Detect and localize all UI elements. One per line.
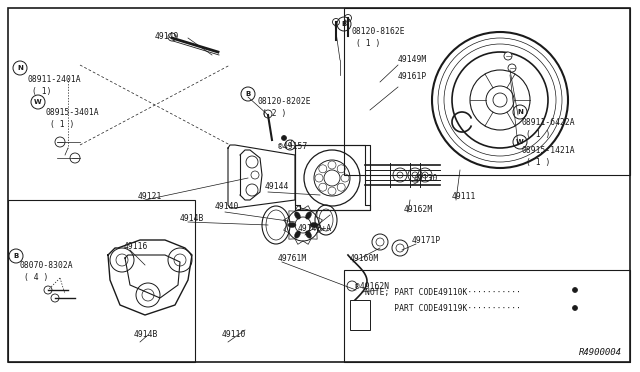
- Text: 4914B: 4914B: [134, 330, 158, 339]
- Circle shape: [344, 15, 351, 22]
- Text: W: W: [34, 99, 42, 105]
- Text: ®49162N: ®49162N: [355, 282, 389, 291]
- Text: 08070-8302A: 08070-8302A: [20, 261, 74, 270]
- Bar: [344, 270, 630, 362]
- Ellipse shape: [288, 222, 296, 228]
- Text: NOTE; PART CODE49110K···········: NOTE; PART CODE49110K···········: [365, 288, 521, 297]
- Circle shape: [44, 286, 52, 294]
- Text: 08915-1421A: 08915-1421A: [522, 146, 575, 155]
- Text: 49161P: 49161P: [398, 72, 428, 81]
- Text: 49761M: 49761M: [278, 254, 307, 263]
- Text: ( 4 ): ( 4 ): [24, 273, 49, 282]
- Circle shape: [168, 33, 176, 41]
- Text: ( 1 ): ( 1 ): [526, 158, 550, 167]
- Text: 08120-8162E: 08120-8162E: [352, 27, 406, 36]
- Text: ( 1 ): ( 1 ): [526, 130, 550, 139]
- Text: 49140: 49140: [215, 202, 239, 211]
- Circle shape: [333, 19, 339, 26]
- Circle shape: [285, 140, 295, 150]
- Text: N: N: [517, 109, 523, 115]
- Circle shape: [70, 153, 80, 163]
- Text: 49110: 49110: [222, 330, 246, 339]
- Text: ( 1 ): ( 1 ): [356, 39, 380, 48]
- Text: 49160M: 49160M: [350, 254, 380, 263]
- Text: 49171P: 49171P: [412, 236, 441, 245]
- Text: 4914B+A: 4914B+A: [298, 224, 332, 233]
- Text: 4914B: 4914B: [180, 214, 204, 223]
- Text: 08911-2401A: 08911-2401A: [28, 75, 82, 84]
- Text: 49162M: 49162M: [404, 205, 433, 214]
- Text: B: B: [341, 21, 347, 27]
- Text: ( 1): ( 1): [32, 87, 51, 96]
- Circle shape: [51, 294, 59, 302]
- Text: 49116: 49116: [124, 242, 148, 251]
- Text: ®49157: ®49157: [278, 142, 307, 151]
- Text: R4900004: R4900004: [579, 348, 622, 357]
- Text: ( 2 ): ( 2 ): [262, 109, 286, 118]
- Text: PART CODE49119K···········: PART CODE49119K···········: [365, 304, 521, 313]
- Ellipse shape: [294, 212, 300, 219]
- Text: N: N: [17, 65, 23, 71]
- Text: W: W: [516, 139, 524, 145]
- Text: 49149M: 49149M: [398, 55, 428, 64]
- Ellipse shape: [305, 231, 312, 238]
- Text: ( 1 ): ( 1 ): [50, 120, 74, 129]
- Text: B: B: [13, 253, 19, 259]
- Text: 08120-8202E: 08120-8202E: [258, 97, 312, 106]
- Ellipse shape: [310, 222, 318, 228]
- Circle shape: [55, 137, 65, 147]
- Text: 49130: 49130: [414, 174, 438, 183]
- Bar: [8, 200, 195, 362]
- Text: 49144: 49144: [265, 182, 289, 191]
- Circle shape: [282, 135, 287, 141]
- Circle shape: [573, 305, 577, 311]
- Text: 08911-6422A: 08911-6422A: [522, 118, 575, 127]
- Bar: [344, 8, 630, 175]
- Text: B: B: [245, 91, 251, 97]
- Circle shape: [573, 288, 577, 292]
- Ellipse shape: [294, 231, 300, 238]
- Circle shape: [508, 64, 516, 72]
- Text: 49111: 49111: [452, 192, 476, 201]
- Circle shape: [264, 110, 272, 118]
- Bar: [350, 300, 370, 330]
- Text: 49121: 49121: [138, 192, 163, 201]
- Text: 49149: 49149: [155, 32, 179, 41]
- Ellipse shape: [305, 212, 312, 219]
- Circle shape: [504, 52, 512, 60]
- Text: 08915-3401A: 08915-3401A: [46, 108, 100, 117]
